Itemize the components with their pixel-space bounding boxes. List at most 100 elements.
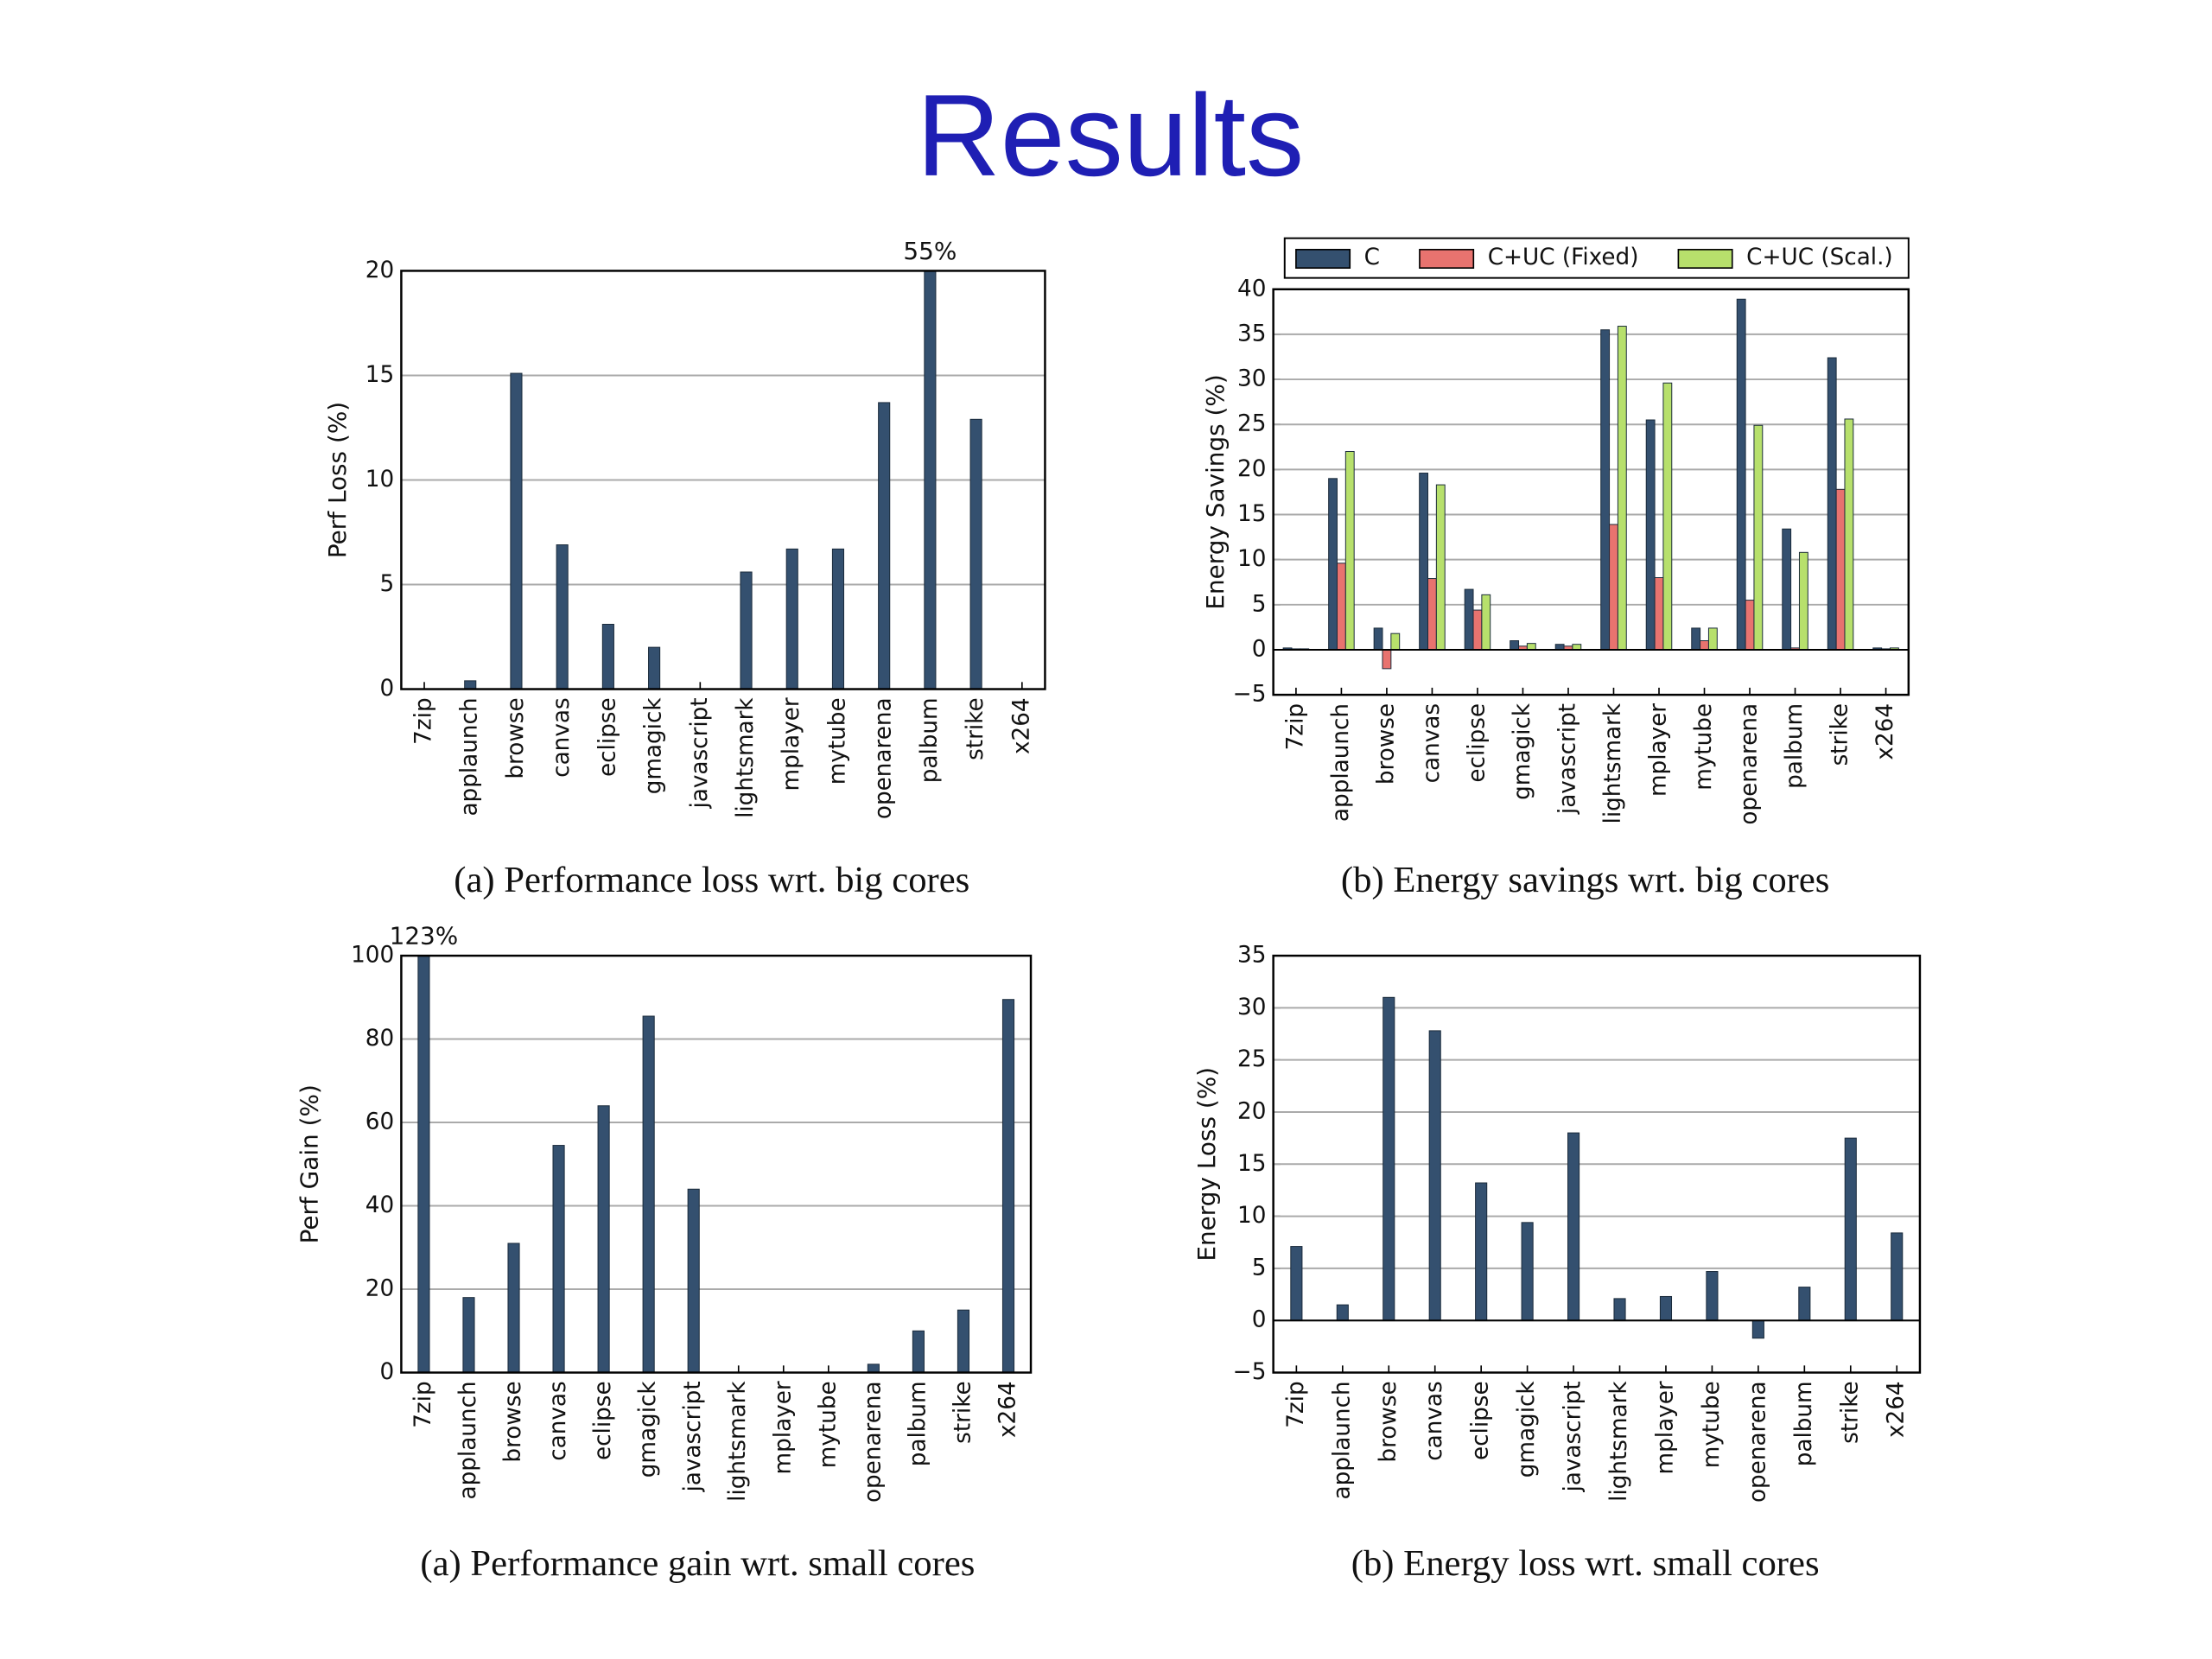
legend-swatch	[1419, 249, 1475, 269]
bar	[1835, 488, 1846, 651]
bar	[1382, 996, 1395, 1321]
x-tick-label: x264	[1884, 1381, 1910, 1438]
plot-frame	[1272, 954, 1922, 1374]
bar	[1844, 418, 1854, 651]
bar	[1481, 594, 1491, 651]
legend-label: C	[1364, 245, 1380, 270]
bar	[687, 1188, 700, 1373]
bar	[1464, 588, 1474, 651]
bar	[1662, 382, 1673, 651]
x-tick-label: eclipse	[1464, 703, 1490, 783]
x-tick-label: strike	[950, 1381, 976, 1443]
y-tick-label: 15	[1237, 1151, 1266, 1177]
plot-frame	[1272, 288, 1910, 696]
legend-swatch	[1677, 249, 1733, 269]
bar	[601, 624, 614, 690]
legend-label: C+UC (Fixed)	[1488, 245, 1639, 270]
y-tick-label: 0	[1252, 636, 1267, 662]
y-axis-label: Energy Loss (%)	[1192, 1067, 1221, 1262]
y-axis-label: Perf Loss (%)	[323, 402, 352, 558]
y-tick-label: 35	[1237, 943, 1266, 969]
x-tick-label: mplayer	[1652, 1381, 1678, 1474]
x-tick-label: javascript	[680, 1381, 706, 1492]
legend-frame	[1283, 237, 1910, 279]
x-tick-label: applaunch	[1328, 703, 1354, 822]
bar	[878, 402, 891, 690]
bar	[464, 680, 477, 690]
x-tick-label: mplayer	[779, 697, 804, 791]
x-tick-label: palbum	[1782, 703, 1808, 789]
x-tick-label: browse	[1373, 703, 1399, 785]
bar	[969, 418, 982, 690]
bar	[1475, 1182, 1488, 1321]
y-tick-label: 35	[1237, 321, 1266, 346]
y-tick-label: 20	[365, 1276, 394, 1302]
y-tick-label: 0	[380, 1359, 395, 1385]
x-tick-label: canvas	[549, 697, 575, 777]
x-tick-label: javascript	[1560, 1381, 1586, 1492]
bar	[1706, 1271, 1719, 1321]
x-tick-label: applaunch	[455, 1381, 481, 1499]
bar	[1510, 640, 1520, 651]
y-axis-label: Energy Savings (%)	[1201, 374, 1230, 609]
bar	[1827, 357, 1837, 651]
x-tick-label: mytube	[824, 697, 850, 785]
x-tick-label: eclipse	[590, 1381, 616, 1460]
value-label: 123%	[390, 922, 459, 950]
x-tick-label: browse	[1376, 1381, 1402, 1462]
x-tick-label: 7zip	[1283, 1381, 1309, 1427]
bar	[1428, 1030, 1441, 1321]
x-tick-label: lightsmark	[1600, 702, 1626, 823]
x-tick-label: lightsmark	[733, 697, 759, 818]
x-tick-label: palbum	[1791, 1381, 1817, 1466]
bar	[552, 1145, 565, 1373]
y-tick-label: 10	[365, 467, 394, 493]
x-tick-label: 7zip	[410, 1381, 436, 1427]
bar	[1691, 627, 1701, 651]
bar	[1001, 999, 1015, 1373]
y-tick-label: 5	[1252, 1255, 1267, 1281]
bar	[1600, 329, 1611, 651]
bar	[912, 1330, 925, 1373]
y-tick-label: 5	[380, 571, 395, 597]
y-tick-label: 80	[365, 1026, 394, 1052]
bar	[1745, 600, 1755, 651]
y-tick-label: 0	[380, 676, 395, 702]
bar	[1373, 627, 1383, 651]
x-tick-label: 7zip	[1282, 703, 1308, 750]
x-tick-label: javascript	[687, 697, 713, 809]
y-tick-label: 15	[365, 362, 394, 388]
x-tick-label: javascript	[1554, 703, 1580, 815]
x-tick-label: openarena	[860, 1381, 886, 1503]
value-label: 55%	[903, 237, 957, 265]
caption: (a) Performance gain wrt. small cores	[420, 1543, 975, 1584]
y-tick-label: 30	[1237, 995, 1266, 1020]
x-tick-label: openarena	[1737, 703, 1763, 825]
y-tick-label: −5	[1233, 1359, 1267, 1385]
bar	[1521, 1222, 1534, 1321]
x-tick-label: strike	[1837, 1381, 1863, 1443]
bar	[957, 1309, 970, 1373]
bar	[924, 270, 937, 690]
slide-title: Results	[917, 70, 1305, 200]
x-tick-label: palbum	[905, 1381, 931, 1466]
bar	[597, 1105, 610, 1373]
bar	[1290, 1246, 1303, 1321]
bar	[1336, 563, 1346, 651]
x-tick-label: lightsmark	[725, 1381, 751, 1502]
bar	[1336, 1304, 1349, 1321]
bar	[1751, 1319, 1764, 1339]
bar	[1707, 627, 1718, 651]
y-axis-label: Perf Gain (%)	[295, 1084, 323, 1243]
bar	[1344, 451, 1355, 651]
bar	[1617, 326, 1627, 651]
bar	[1654, 577, 1664, 651]
bar	[1472, 609, 1483, 651]
x-tick-label: gmagick	[635, 1381, 661, 1478]
y-tick-label: 5	[1252, 591, 1267, 617]
bar	[740, 571, 753, 690]
x-tick-label: canvas	[545, 1381, 571, 1460]
bar	[1753, 424, 1764, 651]
bar	[462, 1297, 475, 1373]
